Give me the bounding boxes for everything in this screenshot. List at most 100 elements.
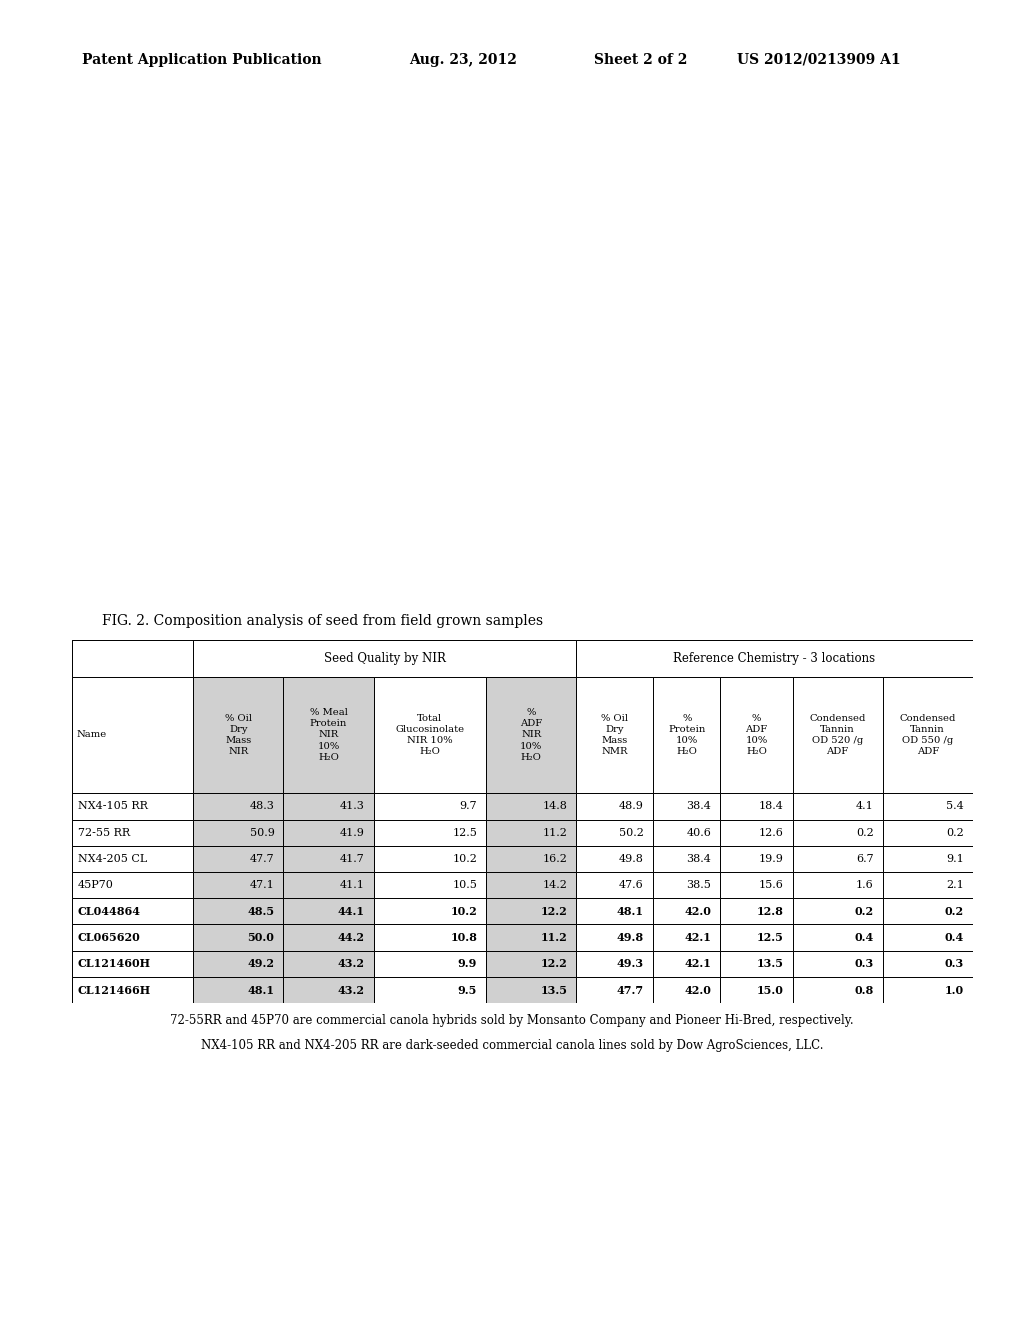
Text: 49.2: 49.2: [248, 958, 274, 969]
Bar: [194, 846, 284, 873]
Text: 44.2: 44.2: [338, 932, 365, 942]
Text: 42.0: 42.0: [685, 985, 712, 995]
Text: NX4-205 CL: NX4-205 CL: [78, 854, 147, 863]
Bar: [486, 977, 577, 1003]
Text: 9.7: 9.7: [460, 801, 477, 812]
Bar: [194, 677, 284, 793]
Bar: [577, 950, 653, 977]
Text: 0.3: 0.3: [944, 958, 964, 969]
Bar: [284, 677, 374, 793]
Bar: [653, 977, 721, 1003]
Text: 14.2: 14.2: [543, 880, 567, 890]
Text: 41.7: 41.7: [340, 854, 365, 863]
Bar: [577, 793, 653, 820]
Text: % Oil
Dry
Mass
NIR: % Oil Dry Mass NIR: [225, 714, 252, 756]
Bar: [577, 898, 653, 924]
Bar: [194, 820, 284, 846]
Text: 48.5: 48.5: [248, 906, 274, 917]
Bar: [721, 977, 793, 1003]
Text: 10.2: 10.2: [451, 906, 477, 917]
Bar: [577, 640, 973, 677]
Text: 43.2: 43.2: [338, 985, 365, 995]
Bar: [721, 677, 793, 793]
Text: NX4-105 RR and NX4-205 RR are dark-seeded commercial canola lines sold by Dow Ag: NX4-105 RR and NX4-205 RR are dark-seede…: [201, 1039, 823, 1052]
Bar: [883, 898, 973, 924]
Text: Seed Quality by NIR: Seed Quality by NIR: [324, 652, 445, 665]
Bar: [793, 898, 883, 924]
Text: 10.5: 10.5: [453, 880, 477, 890]
Bar: [721, 950, 793, 977]
Bar: [72, 820, 194, 846]
Bar: [374, 873, 486, 898]
Bar: [653, 873, 721, 898]
Text: Condensed
Tannin
OD 520 /g
ADF: Condensed Tannin OD 520 /g ADF: [809, 714, 866, 756]
Text: % Meal
Protein
NIR
10%
H₂O: % Meal Protein NIR 10% H₂O: [309, 709, 347, 762]
Text: 47.7: 47.7: [616, 985, 644, 995]
Bar: [284, 820, 374, 846]
Bar: [194, 924, 284, 950]
Text: FIG. 2. Composition analysis of seed from field grown samples: FIG. 2. Composition analysis of seed fro…: [102, 614, 544, 628]
Bar: [793, 873, 883, 898]
Text: 1.6: 1.6: [856, 880, 873, 890]
Bar: [486, 846, 577, 873]
Bar: [72, 977, 194, 1003]
Text: 38.4: 38.4: [687, 854, 712, 863]
Bar: [72, 898, 194, 924]
Bar: [72, 873, 194, 898]
Bar: [577, 924, 653, 950]
Text: 0.8: 0.8: [854, 985, 873, 995]
Text: 45P70: 45P70: [78, 880, 114, 890]
Bar: [883, 950, 973, 977]
Bar: [284, 924, 374, 950]
Text: 9.1: 9.1: [946, 854, 964, 863]
Text: 12.5: 12.5: [757, 932, 783, 942]
Text: CL044864: CL044864: [78, 906, 141, 917]
Text: 0.4: 0.4: [854, 932, 873, 942]
Bar: [577, 846, 653, 873]
Text: 9.9: 9.9: [458, 958, 477, 969]
Bar: [793, 820, 883, 846]
Bar: [374, 846, 486, 873]
Text: 12.2: 12.2: [541, 958, 567, 969]
Text: 11.2: 11.2: [541, 932, 567, 942]
Bar: [793, 950, 883, 977]
Text: 41.3: 41.3: [340, 801, 365, 812]
Bar: [194, 977, 284, 1003]
Text: 41.1: 41.1: [340, 880, 365, 890]
Bar: [284, 873, 374, 898]
Text: 42.1: 42.1: [685, 958, 712, 969]
Text: Patent Application Publication: Patent Application Publication: [82, 53, 322, 67]
Text: 49.8: 49.8: [620, 854, 644, 863]
Bar: [72, 640, 194, 677]
Bar: [883, 924, 973, 950]
Text: 47.1: 47.1: [250, 880, 274, 890]
Bar: [284, 950, 374, 977]
Bar: [883, 677, 973, 793]
Bar: [793, 793, 883, 820]
Text: 9.5: 9.5: [458, 985, 477, 995]
Bar: [374, 950, 486, 977]
Text: Total
Glucosinolate
NIR 10%
H₂O: Total Glucosinolate NIR 10% H₂O: [395, 714, 465, 756]
Text: 0.2: 0.2: [856, 828, 873, 838]
Bar: [653, 677, 721, 793]
Bar: [194, 640, 577, 677]
Text: 12.8: 12.8: [757, 906, 783, 917]
Bar: [374, 793, 486, 820]
Bar: [72, 924, 194, 950]
Text: 48.3: 48.3: [250, 801, 274, 812]
Text: 43.2: 43.2: [338, 958, 365, 969]
Text: CL121460H: CL121460H: [78, 958, 151, 969]
Bar: [883, 977, 973, 1003]
Bar: [883, 793, 973, 820]
Text: 48.1: 48.1: [248, 985, 274, 995]
Bar: [486, 898, 577, 924]
Text: CL065620: CL065620: [78, 932, 140, 942]
Text: 14.8: 14.8: [543, 801, 567, 812]
Bar: [374, 677, 486, 793]
Bar: [793, 924, 883, 950]
Text: 0.3: 0.3: [854, 958, 873, 969]
Text: 10.8: 10.8: [451, 932, 477, 942]
Text: %
Protein
10%
H₂O: % Protein 10% H₂O: [668, 714, 706, 756]
Bar: [793, 977, 883, 1003]
Text: 0.2: 0.2: [945, 906, 964, 917]
